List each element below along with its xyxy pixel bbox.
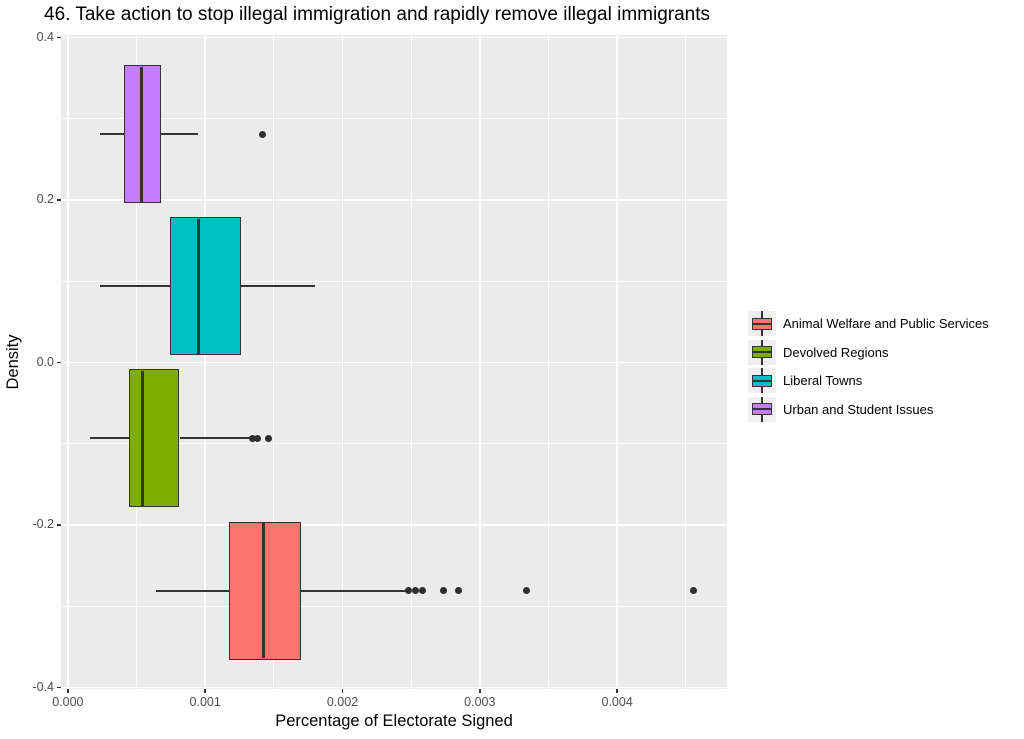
legend-item-label: Animal Welfare and Public Services <box>783 316 989 331</box>
whisker-high <box>179 437 252 440</box>
outlier-point <box>523 587 530 595</box>
y-tick-label: -0.4 <box>32 679 54 694</box>
boxplot-box <box>170 217 241 356</box>
legend-key <box>748 311 776 336</box>
legend-item: Animal Welfare and Public Services <box>748 311 989 336</box>
legend-key-median-line <box>752 351 772 353</box>
x-axis-tick <box>67 689 69 693</box>
legend-item-label: Devolved Regions <box>783 344 889 360</box>
whisker-low <box>100 285 171 288</box>
boxplot-median <box>140 370 144 506</box>
whisker-high <box>300 589 408 592</box>
legend-key-median-line <box>752 408 772 410</box>
outlier-point <box>411 587 419 595</box>
whisker-high <box>240 285 316 288</box>
outlier-point <box>405 587 413 595</box>
whisker-low <box>100 133 124 136</box>
legend-key <box>748 339 776 365</box>
outlier-point <box>259 130 267 138</box>
plot-panel <box>61 35 727 689</box>
y-tick-label: 0.4 <box>36 29 54 44</box>
boxplot-median <box>262 523 266 659</box>
outlier-point <box>418 587 426 595</box>
legend: Animal Welfare and Public Services Devolv… <box>748 311 989 425</box>
whisker-high <box>161 133 199 136</box>
y-axis-tick <box>57 524 61 526</box>
x-axis-tick <box>479 689 481 693</box>
outlier-point <box>249 434 257 442</box>
y-major-gridline <box>61 361 727 364</box>
x-axis-tick <box>204 689 206 693</box>
y-minor-gridline <box>61 280 727 282</box>
legend-item: Liberal Towns <box>748 368 989 393</box>
y-axis-tick <box>57 686 61 689</box>
x-tick-label: 0.000 <box>52 695 84 709</box>
x-axis-title: Percentage of Electorate Signed <box>275 712 513 730</box>
y-major-gridline <box>61 36 727 39</box>
y-tick-label: 0.2 <box>36 192 54 207</box>
x-axis-tick <box>341 689 344 693</box>
x-tick-label: 0.004 <box>601 695 633 709</box>
outlier-point <box>455 587 463 595</box>
boxplot-median <box>140 66 144 202</box>
y-axis-tick <box>57 199 61 201</box>
y-minor-gridline <box>61 118 727 120</box>
y-major-gridline <box>61 524 727 526</box>
x-tick-label: 0.003 <box>464 695 496 709</box>
y-major-gridline <box>61 199 727 201</box>
legend-item-label: Liberal Towns <box>783 373 863 388</box>
legend-key <box>748 368 776 393</box>
y-axis-tick <box>57 361 61 364</box>
y-tick-label: 0.0 <box>36 354 54 369</box>
legend-key-median-line <box>752 379 772 382</box>
whisker-low <box>90 437 130 440</box>
y-minor-gridline <box>61 605 727 607</box>
outlier-point <box>264 434 272 442</box>
y-major-gridline <box>61 686 727 689</box>
chart-title: 46. Take action to stop illegal immigrat… <box>44 4 711 25</box>
legend-item: Devolved Regions <box>748 339 989 365</box>
y-tick-label: -0.2 <box>32 517 54 532</box>
x-tick-label: 0.001 <box>189 695 221 709</box>
y-minor-gridline <box>61 443 727 445</box>
x-tick-label: 0.002 <box>326 695 359 709</box>
legend-key <box>748 396 776 422</box>
y-axis-tick <box>57 36 61 39</box>
boxplot-box <box>129 369 180 508</box>
boxplot-median <box>196 218 200 354</box>
legend-item: Urban and Student Issues <box>748 396 989 422</box>
x-axis-tick <box>616 689 618 693</box>
whisker-low <box>156 589 230 592</box>
legend-key-median-line <box>752 322 772 325</box>
outlier-point <box>439 587 447 595</box>
y-axis-title: Density <box>4 334 22 390</box>
legend-item-label: Urban and Student Issues <box>783 401 934 417</box>
outlier-point <box>689 587 697 595</box>
outlier-point <box>254 434 261 442</box>
